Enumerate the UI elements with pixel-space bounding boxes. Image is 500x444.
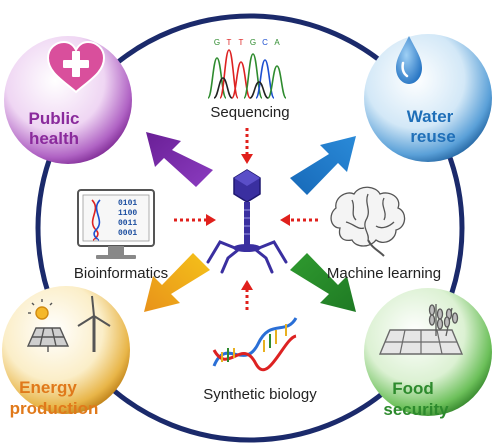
arrow-to-water-reuse xyxy=(290,136,356,195)
grain-field-icon xyxy=(378,304,464,355)
bioinformatics-label: Bioinformatics xyxy=(74,265,168,282)
binary-row-4: 0001 xyxy=(118,229,137,238)
outer-ring xyxy=(35,13,465,443)
public-health-line1: Public xyxy=(28,109,79,128)
food-security-line2: security xyxy=(383,400,449,419)
water-reuse-line2: reuse xyxy=(410,127,455,146)
solar-wind-icon xyxy=(26,295,111,352)
food-security-line1: Food xyxy=(392,379,434,398)
dna-letter-4: G xyxy=(250,38,256,47)
food-security-node: Food security xyxy=(364,288,492,419)
brain-icon xyxy=(330,186,406,257)
water-reuse-sphere xyxy=(364,34,492,162)
chromatogram-icon: G T T G C A xyxy=(207,38,287,99)
machine-learning-label: Machine learning xyxy=(327,265,441,282)
dna-letter-1: G xyxy=(214,38,220,47)
energy-production-node: Energy production xyxy=(2,286,130,418)
public-health-node: Public health xyxy=(4,36,132,164)
sequencing-label: Sequencing xyxy=(210,104,289,121)
dotted-arrows xyxy=(174,128,318,310)
binary-row-1: 0101 xyxy=(118,199,137,208)
energy-production-line2: production xyxy=(10,399,99,418)
energy-production-line1: Energy xyxy=(19,378,77,397)
dna-letter-2: T xyxy=(227,38,232,47)
dna-letter-3: T xyxy=(239,38,244,47)
dna-letter-5: C xyxy=(262,38,268,47)
dna-helix-icon xyxy=(212,317,298,372)
heart-cross-icon xyxy=(46,40,106,94)
water-reuse-line1: Water xyxy=(407,107,454,126)
binary-row-2: 1100 xyxy=(118,209,137,218)
arrow-to-energy-production xyxy=(144,253,210,312)
dna-letter-6: A xyxy=(274,38,280,47)
water-reuse-node: Water reuse xyxy=(364,34,492,162)
computer-dna-icon: 0101 1100 0011 0001 xyxy=(77,189,155,259)
arrow-to-public-health xyxy=(146,132,213,187)
arrow-to-food-security xyxy=(290,253,356,312)
bacteriophage-icon xyxy=(206,169,288,274)
binary-row-3: 0011 xyxy=(118,219,137,228)
public-health-line2: health xyxy=(29,129,79,148)
synthetic-biology-label: Synthetic biology xyxy=(203,386,317,403)
